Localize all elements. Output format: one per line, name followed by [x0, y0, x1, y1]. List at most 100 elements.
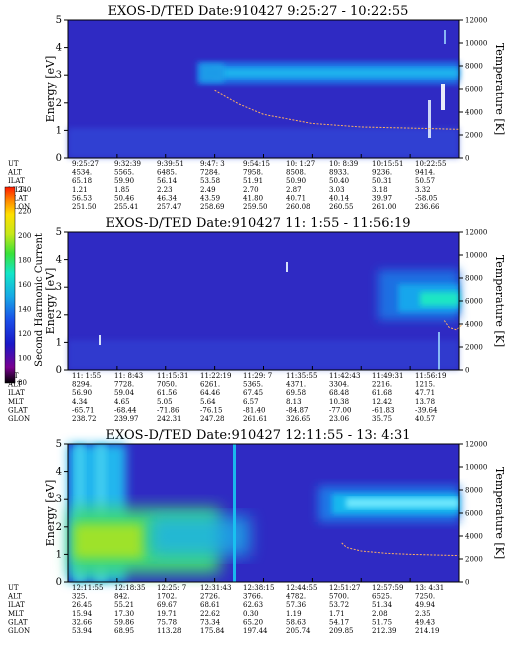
panel-3-temp-tick: 6000 — [459, 510, 483, 518]
info-cell: 3304. — [329, 381, 349, 389]
panel-1-streak-2 — [428, 100, 431, 138]
panel-2-energy-tick-label: 3 — [56, 282, 62, 293]
info-cell: 11:22:19 — [200, 372, 231, 380]
panel-1-temp-tick-label: 0 — [465, 155, 469, 163]
info-cell: 51.91 — [243, 177, 263, 185]
info-cell: 326.65 — [286, 415, 311, 423]
info-cell: 2.23 — [157, 186, 173, 194]
panel-1-energy-tick-label: 1 — [56, 125, 62, 136]
panel-1-energy-tick: 1 — [56, 125, 68, 136]
info-cell: 4371. — [286, 381, 306, 389]
info-cell: 61.68 — [372, 389, 392, 397]
panel-2-temp-tick: 2000 — [459, 344, 483, 352]
panel-3-energy-tick-label: 2 — [56, 522, 62, 533]
info-cell: 46.34 — [157, 194, 178, 202]
panel-2-temp-tick-label: 4000 — [465, 321, 483, 329]
info-cell: 12:57:59 — [372, 584, 403, 592]
info-row-label: ALT — [7, 169, 22, 177]
info-cell: 255.41 — [114, 203, 139, 211]
panel-3-temp-tick-label: 6000 — [465, 510, 483, 518]
info-cell: 12:38:15 — [243, 584, 274, 592]
colorbar-tick-label: 220 — [18, 208, 31, 216]
info-cell: 64.46 — [200, 389, 221, 397]
panel-1-temp-tick: 6000 — [459, 86, 483, 94]
colorbar-tick-label: 200 — [18, 232, 31, 240]
panel-1-temp-tick-label: 6000 — [465, 86, 483, 94]
panel-2-temp-tick-label: 0 — [465, 367, 469, 375]
info-cell: 5.64 — [200, 398, 216, 406]
info-cell: 40.57 — [415, 415, 435, 423]
panel-2-temp-tick: 8000 — [459, 275, 483, 283]
panel-1-temp-tick-label: 12000 — [465, 17, 487, 25]
panel-2-energy-tick: 0 — [56, 365, 68, 376]
panel-1-temp-tick: 2000 — [459, 132, 483, 140]
panel-2: EXOS-D/TED Date:910427 11: 1:55 - 11:56:… — [7, 216, 505, 423]
info-cell: 12:18:35 — [114, 584, 145, 592]
info-cell: -65.71 — [72, 406, 94, 414]
colorbar-tick-label: 160 — [18, 281, 31, 289]
info-cell: 3766. — [243, 593, 263, 601]
panel-2-streak-2 — [99, 335, 101, 345]
panel-2-energy-tick: 3 — [56, 282, 68, 293]
panel-1: EXOS-D/TED Date:910427 9:25:27 - 10:22:5… — [7, 4, 505, 211]
info-cell: 2.70 — [243, 186, 259, 194]
info-cell: -71.86 — [157, 406, 180, 414]
panel-1-energy-tick: 4 — [56, 43, 68, 54]
info-row-label: GLAT — [8, 194, 28, 202]
info-cell: 1.85 — [114, 186, 130, 194]
info-cell: 49.43 — [415, 618, 435, 626]
panel-2-temp-tick-label: 6000 — [465, 298, 483, 306]
info-cell: 47.71 — [415, 389, 435, 397]
panel-1-energy-tick: 3 — [56, 70, 68, 81]
info-row-label: ILAT — [8, 177, 25, 185]
info-cell: 10.38 — [329, 398, 349, 406]
panel-2-energy-tick: 2 — [56, 310, 68, 321]
info-cell: 1702. — [157, 593, 177, 601]
info-cell: 113.28 — [157, 627, 182, 635]
info-cell: 69.67 — [157, 601, 177, 609]
info-cell: 68.61 — [200, 601, 220, 609]
panel-3-temp-tick: 10000 — [459, 464, 487, 472]
colorbar-gradient — [4, 186, 16, 384]
info-cell: 2.49 — [200, 186, 216, 194]
panel-2-temp-tick: 10000 — [459, 252, 487, 260]
info-cell: 9:54:15 — [243, 160, 270, 168]
panel-1-energy-label: Energy [eV] — [44, 56, 57, 123]
info-cell: 6.57 — [243, 398, 259, 406]
info-cell: 1.71 — [329, 610, 345, 618]
panel-2-energy-tick: 1 — [56, 337, 68, 348]
info-cell: 10: 1:27 — [286, 160, 315, 168]
info-cell: 11: 1:55 — [72, 372, 101, 380]
info-cell: 50.90 — [286, 177, 306, 185]
info-cell: 205.74 — [286, 627, 311, 635]
info-cell: 67.45 — [243, 389, 263, 397]
panel-3-temperature-label: Temperature [K] — [493, 467, 505, 559]
panel-2-temp-tick-label: 12000 — [465, 229, 487, 237]
panel-1-temp-tick: 10000 — [459, 40, 487, 48]
info-cell: 50.46 — [114, 194, 135, 202]
panel-3-temp-tick: 4000 — [459, 533, 483, 541]
info-cell: 65.20 — [243, 618, 263, 626]
info-cell: 43.59 — [200, 194, 220, 202]
panel-3: EXOS-D/TED Date:910427 12:11:55 - 13: 4:… — [7, 428, 505, 635]
panel-1-temp-tick: 0 — [459, 155, 469, 163]
panel-2-temp-tick: 0 — [459, 367, 469, 375]
panel-1-streak-1 — [441, 84, 445, 110]
panel-3-energy-tick-label: 4 — [56, 467, 62, 478]
info-cell: 35.75 — [372, 415, 392, 423]
info-cell: 65.18 — [72, 177, 92, 185]
info-cell: 1.21 — [72, 186, 88, 194]
panel-1-temperature-axis: 0 2000 4000 6000 8000 10000 12000 Temper… — [459, 17, 505, 163]
panel-1-energy-tick: 2 — [56, 98, 68, 109]
colorbar-tick-label: 240 — [18, 186, 31, 194]
colorbar-label: Second Harmonic Current — [34, 233, 45, 367]
panel-2-energy-axis: 0 1 2 3 4 5 Energy [eV] — [44, 227, 68, 376]
info-cell: 56.14 — [157, 177, 178, 185]
info-cell: -76.15 — [200, 406, 222, 414]
panel-1-energy-tick: 0 — [56, 153, 68, 164]
panel-3-temp-tick: 2000 — [459, 556, 483, 564]
panel-1-streak-3 — [444, 30, 446, 44]
info-cell: 49.94 — [415, 601, 436, 609]
info-cell: 6485. — [157, 169, 177, 177]
